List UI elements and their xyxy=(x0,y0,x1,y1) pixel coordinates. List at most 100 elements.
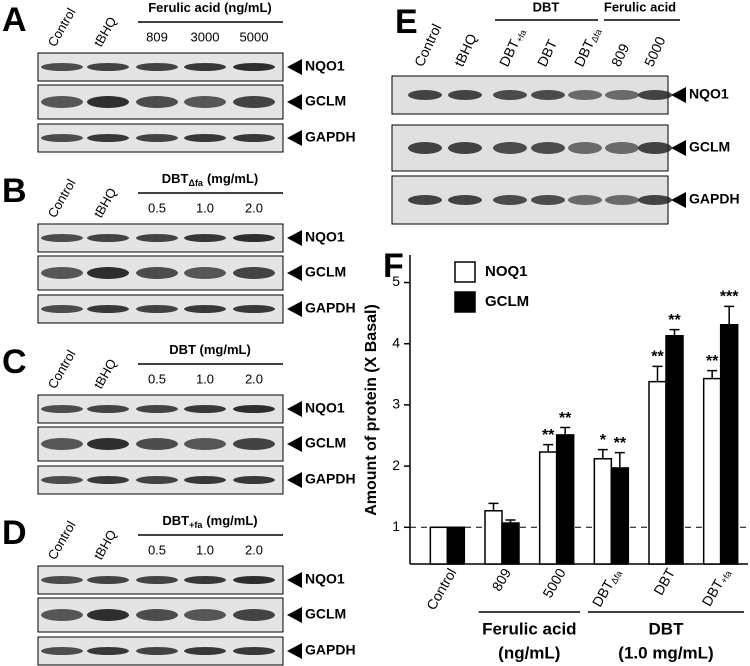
band xyxy=(448,142,482,154)
band xyxy=(136,267,178,279)
band xyxy=(87,134,129,142)
band xyxy=(41,267,83,279)
arrow xyxy=(287,265,302,281)
band xyxy=(87,63,129,71)
band xyxy=(638,90,672,100)
band xyxy=(233,267,275,279)
error-bar xyxy=(652,365,663,382)
protein-label: GAPDH xyxy=(305,300,356,316)
lane-label: DBT+fa xyxy=(496,25,529,69)
band xyxy=(136,576,178,584)
band xyxy=(136,63,178,71)
protein-label: GCLM xyxy=(305,606,346,622)
header-sub: +fa xyxy=(189,520,203,530)
group-label: (1.0 mg/mL) xyxy=(618,643,713,662)
significance: *** xyxy=(720,289,739,306)
band xyxy=(531,142,565,154)
band xyxy=(233,405,275,413)
lane-label: tBHQ xyxy=(91,356,120,391)
error-bar xyxy=(707,369,718,379)
bar xyxy=(501,522,520,565)
bar xyxy=(702,377,722,565)
arrow xyxy=(671,87,686,103)
protein-label: GAPDH xyxy=(305,642,356,658)
band xyxy=(184,576,226,584)
lane-label: tBHQ xyxy=(91,185,120,220)
band xyxy=(233,609,275,621)
legend-label: GCLM xyxy=(485,293,529,310)
x-tick-label: 5000 xyxy=(539,565,569,600)
lane-label: Control xyxy=(45,5,79,49)
x-tick-label: Control xyxy=(423,565,459,612)
band xyxy=(184,405,226,413)
protein-label: NQO1 xyxy=(305,58,345,74)
legend-label: NOQ1 xyxy=(485,263,528,280)
protein-label: NQO1 xyxy=(689,86,729,102)
group-label: Ferulic acid xyxy=(482,619,576,638)
lane-sub: Δfa xyxy=(589,28,604,44)
bar xyxy=(665,335,684,565)
lane-label: 1.0 xyxy=(196,200,214,215)
band xyxy=(605,195,639,205)
y-tick-label: 4 xyxy=(392,334,400,350)
lane-label: 1.0 xyxy=(196,371,214,386)
band xyxy=(184,305,226,313)
band xyxy=(87,305,129,313)
band xyxy=(87,576,129,584)
error-bar xyxy=(669,328,680,336)
band xyxy=(41,234,83,242)
band xyxy=(136,647,178,655)
panel-letter: E xyxy=(395,3,418,41)
panel-letter: C xyxy=(2,343,27,381)
band xyxy=(41,63,83,71)
band xyxy=(448,90,482,100)
lane-label: DBT xyxy=(534,36,561,69)
lane-label: Control xyxy=(45,347,79,391)
arrow xyxy=(671,140,686,156)
significance: ** xyxy=(559,410,572,427)
blot-header: Ferulic acid (ng/mL) xyxy=(148,0,272,15)
lane-label: Control xyxy=(45,518,79,562)
protein-label: GAPDH xyxy=(305,471,356,487)
category-text: 5000 xyxy=(539,565,569,600)
header-unit: (mg/mL) xyxy=(207,171,258,186)
band xyxy=(136,405,178,413)
band xyxy=(41,134,83,142)
lane-label: 0.5 xyxy=(148,371,166,386)
lane-text: 5000 xyxy=(641,34,669,69)
lane-label: tBHQ xyxy=(451,31,480,69)
band xyxy=(184,476,226,484)
bar xyxy=(446,526,466,565)
bar xyxy=(719,324,739,565)
bar xyxy=(484,510,503,565)
significance: ** xyxy=(651,349,664,366)
band xyxy=(41,405,83,413)
lane-label: 5000 xyxy=(641,34,669,69)
band xyxy=(605,90,639,100)
significance: * xyxy=(600,432,607,449)
band xyxy=(531,195,565,205)
arrow xyxy=(287,643,302,659)
band xyxy=(605,142,639,154)
lane-label: 0.5 xyxy=(148,542,166,557)
error-bar xyxy=(614,451,625,468)
x-tick-label: DBT+fa xyxy=(698,565,734,609)
band xyxy=(184,134,226,142)
bar xyxy=(538,451,558,565)
lane-label: 3000 xyxy=(191,29,220,44)
lane-label: DBTΔfa xyxy=(571,24,605,69)
category-text: DBT xyxy=(650,565,678,598)
lane-label: 809 xyxy=(608,41,632,69)
lane-label: 2.0 xyxy=(245,371,263,386)
lane-label: tBHQ xyxy=(91,527,120,562)
category-text: Control xyxy=(423,565,459,612)
protein-label: GCLM xyxy=(305,264,346,280)
lane-text: 809 xyxy=(608,41,632,69)
arrow xyxy=(287,401,302,417)
panel-letter: F xyxy=(383,247,404,285)
lane-label: 809 xyxy=(146,29,168,44)
band xyxy=(233,234,275,242)
lane-label: 2.0 xyxy=(245,542,263,557)
band xyxy=(184,438,226,450)
error-bar xyxy=(505,519,516,524)
